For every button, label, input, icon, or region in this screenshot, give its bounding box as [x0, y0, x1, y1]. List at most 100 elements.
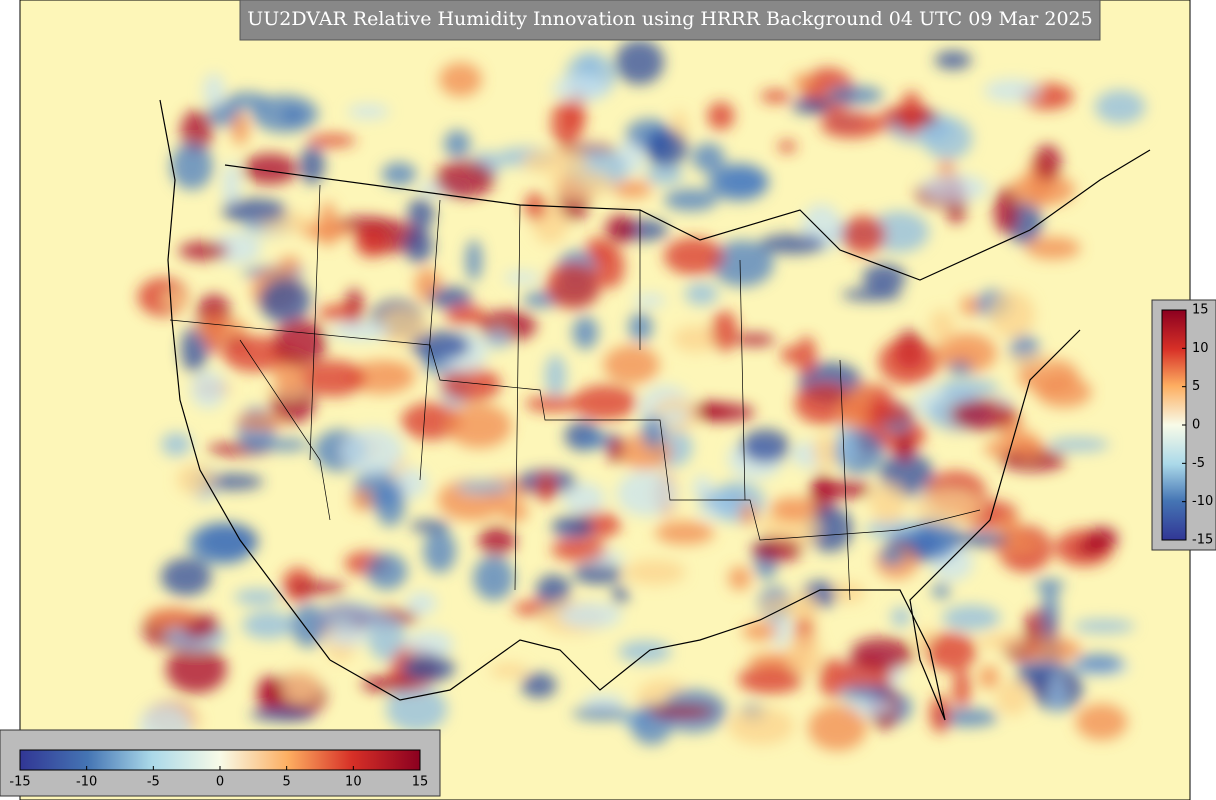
field-blob	[781, 345, 799, 365]
field-blob	[850, 637, 914, 671]
field-blob	[504, 271, 541, 284]
field-blob	[231, 112, 250, 146]
field-blob	[942, 604, 1001, 631]
field-blob	[236, 413, 286, 430]
field-blob	[742, 621, 779, 641]
field-blob	[925, 632, 977, 671]
field-blob	[249, 707, 316, 722]
field-blob	[406, 630, 454, 658]
field-blob	[290, 603, 327, 648]
field-blob	[978, 633, 1027, 650]
field-blob	[287, 581, 347, 595]
field-blob	[710, 240, 774, 287]
field-blob	[485, 329, 511, 349]
colorbar-tick-label: 5	[283, 775, 291, 790]
field-blob	[1016, 661, 1050, 689]
colorbar-tick-label: -15	[1192, 533, 1213, 548]
colorbar-tick-label: -5	[147, 775, 160, 790]
field-blob	[544, 354, 567, 397]
title: UU2DVAR Relative Humidity Innovation usi…	[247, 8, 1092, 30]
field-blob	[1094, 89, 1146, 124]
field-blob	[404, 227, 433, 264]
field-blob	[611, 586, 629, 605]
field-blob	[582, 694, 626, 709]
field-blob	[852, 383, 871, 403]
field-blob	[645, 129, 688, 168]
field-blob	[572, 706, 631, 721]
field-blob	[818, 657, 847, 698]
field-blob	[953, 668, 971, 709]
field-blob	[1033, 144, 1062, 181]
field-blob	[1073, 619, 1135, 634]
field-blob	[728, 566, 752, 591]
field-blob	[633, 293, 666, 307]
field-blob	[607, 435, 624, 464]
field-blob	[628, 312, 653, 343]
field-blob	[1035, 376, 1092, 408]
field-blob	[655, 520, 715, 545]
field-blob	[862, 263, 906, 293]
field-blob	[256, 675, 280, 713]
field-blob	[376, 307, 428, 346]
field-blob	[913, 516, 960, 560]
colorbar-tick-label: 0	[1192, 418, 1200, 433]
field-blob	[1041, 585, 1059, 634]
field-blob	[318, 602, 382, 631]
colorbar-tick-label: 10	[345, 775, 362, 790]
field-blob	[740, 429, 790, 463]
field-blob	[806, 506, 853, 552]
field-blob	[808, 704, 867, 751]
field-blob	[1025, 236, 1081, 260]
field-blob	[341, 428, 404, 475]
field-blob	[444, 129, 471, 158]
field-blob	[524, 192, 547, 221]
field-blob	[948, 532, 1009, 547]
field-blob	[178, 241, 230, 261]
field-blob	[751, 537, 803, 563]
field-blob	[812, 433, 840, 469]
field-blob	[251, 95, 319, 133]
field-blob	[465, 239, 482, 282]
field-blob	[692, 475, 713, 501]
field-blob	[929, 695, 951, 734]
field-blob	[760, 89, 792, 103]
field-blob	[984, 78, 1041, 103]
field-blob	[203, 73, 225, 108]
field-blob	[439, 62, 482, 97]
field-blob	[879, 545, 905, 566]
west-coast	[159, 99, 331, 661]
field-blob	[446, 304, 487, 326]
field-blob	[330, 321, 390, 341]
field-blob	[473, 555, 515, 601]
field-blob	[995, 680, 1030, 716]
field-blob	[684, 282, 719, 306]
field-blob	[1015, 432, 1041, 460]
field-blob	[641, 415, 664, 449]
south-coast	[329, 329, 1081, 721]
field-blob	[728, 707, 795, 745]
field-blob	[788, 631, 822, 676]
field-blob	[562, 482, 605, 515]
field-blob	[326, 628, 370, 647]
field-blob	[717, 168, 767, 196]
field-blob	[739, 502, 757, 526]
field-blob	[386, 685, 448, 733]
field-blob	[711, 481, 766, 523]
field-blob	[895, 430, 914, 463]
field-blob	[535, 574, 571, 606]
field-blob	[549, 170, 614, 200]
field-blob	[283, 669, 321, 703]
field-blob	[521, 672, 557, 699]
field-blob	[796, 336, 817, 377]
field-blob	[318, 304, 361, 322]
field-blob	[792, 73, 813, 90]
field-blob	[165, 645, 227, 694]
field-blob	[988, 291, 1036, 339]
field-blob	[145, 608, 198, 629]
field-blob	[535, 472, 558, 503]
field-blob	[960, 295, 981, 317]
field-blob	[921, 174, 988, 203]
field-blob	[187, 522, 255, 565]
field-blob	[836, 422, 858, 465]
field-blob	[299, 145, 325, 185]
